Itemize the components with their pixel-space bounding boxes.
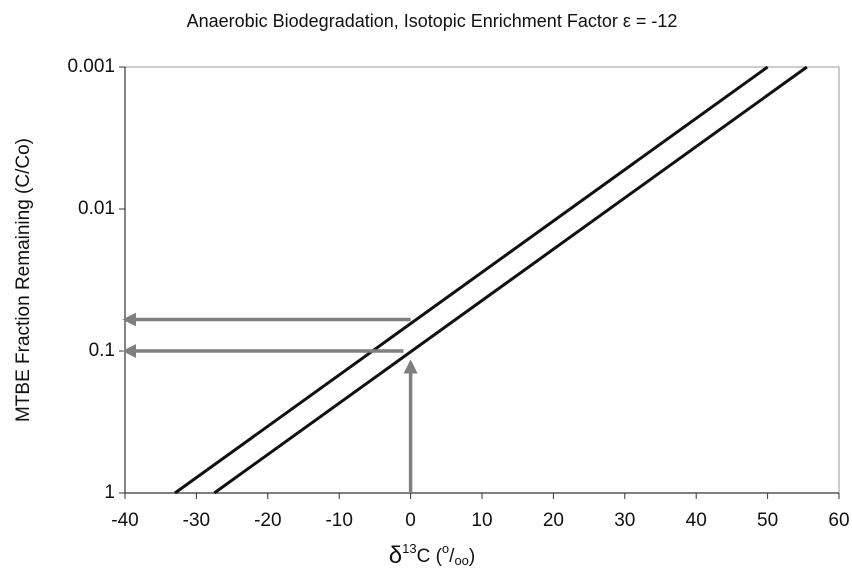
x-axis-label-part: oo <box>454 553 468 568</box>
x-axis-label: δ13C (o/oo) <box>389 541 475 569</box>
x-tick-label: -10 <box>325 510 352 531</box>
x-tick-label: 30 <box>614 510 635 531</box>
x-tick-label: -20 <box>254 510 281 531</box>
y-axis-label: MTBE Fraction Remaining (C/Co) <box>13 138 34 422</box>
x-tick-label: -40 <box>111 510 138 531</box>
x-axis-label-part: / <box>449 546 455 567</box>
x-axis-label-part: C ( <box>417 546 443 567</box>
x-tick-label: -30 <box>183 510 210 531</box>
plot-frame <box>124 66 840 494</box>
x-tick-label: 20 <box>543 510 564 531</box>
chart-title: Anaerobic Biodegradation, Isotopic Enric… <box>187 11 678 31</box>
series-line <box>174 65 769 495</box>
y-tick-label: 0.01 <box>78 198 115 219</box>
x-tick-label: 0 <box>405 510 416 531</box>
y-tick-label: 0.1 <box>89 340 115 361</box>
x-axis-label-part: 13 <box>402 541 416 556</box>
y-tick-label: 1 <box>104 482 115 503</box>
x-axis-label-part: ) <box>469 546 475 567</box>
x-tick-label: 40 <box>686 510 707 531</box>
x-axis-label-part: δ <box>389 542 402 569</box>
x-tick-label: 10 <box>471 510 492 531</box>
series-line <box>213 65 808 495</box>
x-tick-label: 60 <box>828 510 849 531</box>
y-tick-label: 0.001 <box>67 56 115 77</box>
x-axis-label-part: o <box>442 541 449 556</box>
x-tick-label: 50 <box>757 510 778 531</box>
